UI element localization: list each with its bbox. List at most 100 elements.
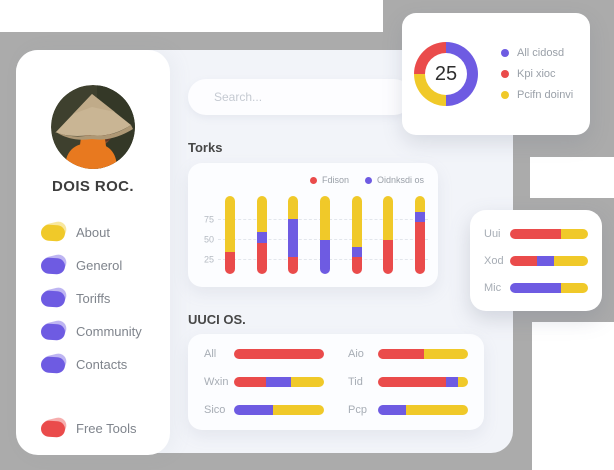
y-tick-label: 50: [203, 234, 214, 245]
bar-segment-yellow: [272, 405, 324, 415]
kpi-card: 25 All cidosd Kpi xioc Pcifn doinvi: [402, 13, 590, 135]
generol-blob-icon: [41, 258, 65, 274]
bar-row-pcp: Pcp: [348, 404, 468, 416]
bar-row-uui: Uui: [484, 228, 588, 240]
bar-segment-purple: [319, 239, 330, 274]
sidebar-item-toriffs[interactable]: Toriffs: [41, 282, 170, 315]
torks-bars: [225, 196, 425, 274]
stacked-hbar: [378, 405, 468, 415]
bar-segment-purple: [378, 405, 406, 415]
bar-segment-yellow: [414, 196, 425, 212]
bar-segment-yellow: [351, 196, 362, 247]
torks-title: Torks: [188, 140, 223, 155]
bar-segment-yellow: [290, 377, 324, 387]
legend-item-kpi-xioc: Kpi xioc: [501, 68, 573, 80]
bar-row-label: Sico: [204, 404, 226, 416]
bar-row-all: All: [204, 348, 324, 360]
bar-segment-red: [378, 377, 447, 387]
menu-item-label: About: [76, 225, 110, 240]
bar-segment-purple: [446, 377, 459, 387]
bar-segment-yellow: [256, 196, 267, 232]
legend-item-fdison: Fdison: [309, 175, 349, 185]
community-blob-icon: [41, 324, 65, 340]
stacked-hbar: [378, 377, 468, 387]
menu-item-label: Free Tools: [76, 421, 137, 436]
bar-segment-red: [225, 252, 235, 274]
bar-row-wxin: Wxin: [204, 376, 324, 388]
stacked-hbar: [510, 228, 588, 239]
bar-segment-purple: [510, 282, 561, 293]
y-tick-label: 75: [203, 214, 214, 225]
legend-dot-purple: [501, 49, 509, 57]
uuci-title: UUCI OS.: [188, 312, 246, 327]
uuci-chart-card: All Wxin Sico Aio Tid Pcp: [188, 334, 484, 430]
stacked-hbar: [234, 377, 324, 387]
bar-segment-red: [414, 221, 425, 274]
contacts-blob-icon: [41, 357, 65, 373]
stacked-hbar: [378, 349, 468, 359]
torks-bar-3: [288, 196, 299, 274]
legend-item-pcifn-doinvi: Pcifn doinvi: [501, 89, 573, 101]
free-tools-blob-icon: [41, 421, 65, 437]
bar-segment-yellow: [554, 255, 588, 266]
search-input[interactable]: [188, 79, 412, 115]
torks-bar-2: [256, 196, 267, 274]
legend-dot-red: [309, 176, 317, 184]
donut-value: 25: [425, 53, 467, 95]
menu-item-label: Generol: [76, 258, 123, 273]
bar-row-label: Aio: [348, 348, 364, 360]
bar-segment-yellow: [383, 196, 394, 240]
bar-segment-red: [234, 349, 324, 359]
torks-bar-5: [351, 196, 362, 274]
sidebar-item-about[interactable]: About: [41, 216, 170, 249]
legend-dot-yellow: [501, 91, 509, 99]
bar-row-label: Mic: [484, 281, 502, 294]
menu-item-label: Contacts: [76, 357, 128, 372]
bar-segment-purple: [414, 211, 425, 222]
bar-segment-yellow: [225, 196, 235, 253]
bar-segment-yellow: [288, 196, 299, 220]
bar-segment-yellow: [458, 377, 468, 387]
sidebar-item-free-tools[interactable]: Free Tools: [41, 412, 170, 445]
bar-row-label: Wxin: [204, 376, 229, 388]
bar-segment-red: [378, 349, 424, 359]
torks-legend: Fdison Oidnksdi os: [309, 175, 424, 185]
stacked-hbar: [510, 282, 588, 293]
bar-row-label: Tid: [348, 376, 363, 388]
bar-segment-red: [256, 242, 267, 274]
bar-segment-yellow: [319, 196, 330, 240]
bar-segment-red: [510, 228, 562, 239]
bar-segment-red: [288, 256, 299, 274]
sidebar-footer-menu: Free Tools: [41, 412, 170, 445]
bar-segment-yellow: [560, 282, 588, 293]
avatar-photo: [51, 85, 135, 169]
sidebar-menu: About Generol Toriffs Community Contacts: [41, 216, 170, 381]
profile-name: DOIS ROC.: [52, 178, 134, 195]
about-blob-icon: [41, 225, 65, 241]
torks-bar-1: [225, 196, 235, 274]
sidebar: DOIS ROC. About Generol Toriffs Community Co…: [16, 50, 170, 455]
menu-item-label: Toriffs: [76, 291, 111, 306]
bar-row-aio: Aio: [348, 348, 468, 360]
bar-segment-purple: [266, 377, 291, 387]
white-band-decoration: [530, 157, 614, 198]
bar-segment-red: [351, 256, 362, 274]
sidebar-item-contacts[interactable]: Contacts: [41, 348, 170, 381]
avatar[interactable]: [51, 85, 135, 169]
menu-item-label: Community: [76, 324, 142, 339]
bar-segment-purple: [351, 246, 362, 257]
torks-chart-card: Fdison Oidnksdi os 75 50 25: [188, 163, 438, 287]
legend-dot-red: [501, 70, 509, 78]
bar-segment-yellow: [561, 228, 588, 239]
torks-bar-7: [414, 196, 425, 274]
side-stats-panel: Uui Xod Mic: [470, 210, 602, 311]
sidebar-item-generol[interactable]: Generol: [41, 249, 170, 282]
white-notch-decoration: [532, 322, 614, 470]
legend-dot-purple: [364, 176, 372, 184]
bar-segment-purple: [256, 231, 267, 243]
bar-segment-purple: [234, 405, 273, 415]
bar-row-mic: Mic: [484, 282, 588, 294]
search-bar: [188, 79, 412, 115]
sidebar-item-community[interactable]: Community: [41, 315, 170, 348]
